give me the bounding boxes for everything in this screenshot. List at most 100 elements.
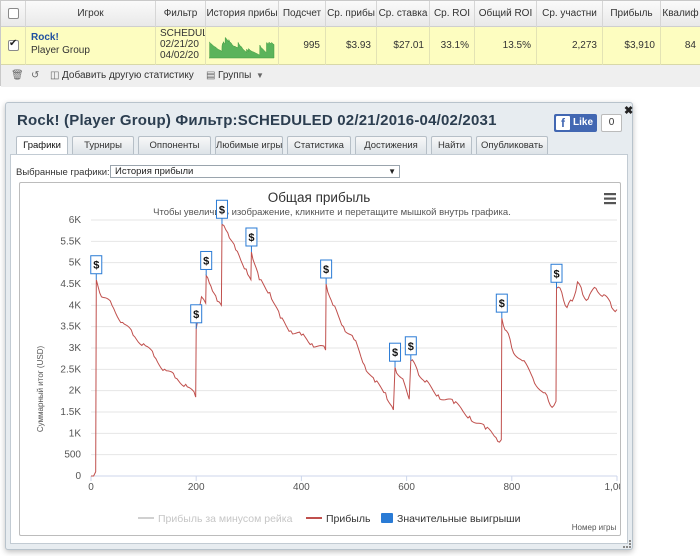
header-filter[interactable]: Фильтр <box>156 1 206 27</box>
resize-handle[interactable] <box>623 540 631 548</box>
flag-label: $ <box>553 268 559 280</box>
chart-x-ticks: 0 200 400 600 800 1,000 <box>88 475 630 493</box>
header-player[interactable]: Игрок <box>26 1 156 27</box>
chart-subtitle: Чтобы увеличить изображение, кликните и … <box>153 207 511 218</box>
menu-icon-bar <box>604 202 616 205</box>
tab-publish[interactable]: Опубликовать <box>476 136 548 154</box>
selected-charts-select[interactable]: История прибыли ▼ <box>110 165 400 178</box>
chart-y-ticks: 0 500 1K 1.5K 2K 2.5K 3K 3.5K 4K 4.5K 5K 5.5K 6K <box>60 215 81 482</box>
header-total-roi[interactable]: Общий ROI <box>475 1 537 27</box>
flag-label: $ <box>392 347 398 359</box>
chart-title: Общая прибыль <box>268 190 371 205</box>
big-win-flag[interactable]: $ <box>550 263 563 289</box>
big-win-flag[interactable]: $ <box>215 199 228 225</box>
big-win-flag[interactable]: $ <box>404 336 417 361</box>
select-all-header[interactable] <box>1 1 26 27</box>
flag-box <box>495 293 508 313</box>
charts-panel: Выбранные графики: История прибыли ▼ 0 50… <box>10 154 630 544</box>
x-tick-label: 1,000 <box>604 482 620 493</box>
legend-item[interactable]: Прибыль за минусом рейка <box>138 513 293 525</box>
avg-profit-cell: $3.93 <box>326 27 377 65</box>
close-icon[interactable]: ✖ <box>624 105 634 117</box>
flag-box <box>200 250 213 270</box>
big-win-flag[interactable]: $ <box>90 255 103 280</box>
selected-charts-label: Выбранные графики: <box>16 167 110 178</box>
header-profit[interactable]: Прибыль <box>603 1 661 27</box>
big-win-flag[interactable]: $ <box>495 293 508 319</box>
header-history[interactable]: История прибы <box>206 1 279 27</box>
trash-icon[interactable]: 🗑 <box>11 70 24 81</box>
chart-grid <box>91 219 617 477</box>
header-count[interactable]: Подсчет <box>279 1 326 27</box>
chart-menu-button[interactable] <box>604 193 616 205</box>
header-avg-roi[interactable]: Ср. ROI <box>430 1 475 27</box>
flag-box <box>90 255 103 275</box>
refresh-icon[interactable]: ↺ <box>31 70 40 81</box>
y-tick-label: 0 <box>75 471 81 482</box>
player-name-link[interactable]: Rock! <box>31 32 59 43</box>
big-win-flag[interactable]: $ <box>190 304 203 329</box>
dialog-title: Rock! (Player Group) Фильтр:SCHEDULED 02… <box>17 112 497 129</box>
header-avg-profit[interactable]: Ср. прибы <box>326 1 377 27</box>
count-cell: 995 <box>279 27 326 65</box>
y-tick-label: 5K <box>69 258 82 269</box>
flag-box <box>550 263 563 283</box>
tab-achievements[interactable]: Достижения <box>355 136 427 154</box>
x-tick-label: 800 <box>503 482 520 493</box>
player-stats-dialog: Rock! (Player Group) Фильтр:SCHEDULED 02… <box>5 102 633 550</box>
table-row[interactable]: Rock! Player Group SCHEDUL 02/21/20 04/0… <box>1 27 700 65</box>
chevron-down-icon[interactable]: ▼ <box>256 71 264 80</box>
header-avg-stake[interactable]: Ср. ставка <box>377 1 430 27</box>
header-quality[interactable]: Квалиф <box>661 1 700 27</box>
y-tick-label: 4.5K <box>60 279 81 290</box>
groups-dropdown[interactable]: Группы <box>218 70 252 81</box>
profit-cell: $3,910 <box>603 27 661 65</box>
player-group-label: Player Group <box>31 45 90 56</box>
big-win-flag[interactable]: $ <box>320 259 333 284</box>
tab-statistics[interactable]: Статистика <box>287 136 351 154</box>
big-win-flag[interactable]: $ <box>200 250 213 276</box>
profit-chart-container[interactable]: 0 500 1K 1.5K 2K 2.5K 3K 3.5K 4K 4.5K 5K 5.5K 6K 0 20… <box>19 182 630 536</box>
x-tick-label: 0 <box>88 482 94 493</box>
menu-icon-bar <box>604 197 616 200</box>
x-tick-label: 200 <box>188 482 205 493</box>
groups-icon[interactable]: ▤ <box>206 70 216 81</box>
chart-x-axis-label: Номер игры <box>572 523 617 532</box>
flag-box <box>320 259 333 279</box>
y-tick-label: 3K <box>69 343 82 354</box>
chart-legend: Прибыль за минусом рейка Прибыль Значитель… <box>138 513 521 525</box>
flag-box <box>245 227 258 247</box>
flag-label: $ <box>193 309 199 321</box>
big-win-flag[interactable]: $ <box>245 227 258 252</box>
chevron-down-icon[interactable]: ▼ <box>388 167 396 176</box>
legend-item[interactable]: Значительные выигрыши <box>381 513 521 525</box>
player-cell[interactable]: Rock! Player Group <box>26 27 156 65</box>
select-all-checkbox[interactable] <box>8 8 19 19</box>
y-tick-label: 2K <box>69 386 82 397</box>
selected-charts-value: История прибыли <box>115 166 194 177</box>
y-tick-label: 500 <box>64 450 81 461</box>
x-tick-label: 400 <box>293 482 310 493</box>
header-avg-entrants[interactable]: Ср. участни <box>537 1 603 27</box>
row-select-cell[interactable] <box>1 27 26 65</box>
flag-label: $ <box>219 204 225 216</box>
big-win-flag[interactable]: $ <box>389 342 402 368</box>
add-stat-icon[interactable]: ◫ <box>50 70 60 81</box>
tab-favorite-games[interactable]: Любимые игры <box>215 136 283 154</box>
filter-cell: SCHEDUL 02/21/20 04/02/20 <box>156 27 206 65</box>
avg-roi-cell: 33.1% <box>430 27 475 65</box>
add-stat-button[interactable]: Добавить другую статистику <box>62 70 194 81</box>
facebook-like-button[interactable]: f Like <box>554 114 597 132</box>
tab-search[interactable]: Найти <box>431 136 472 154</box>
legend-item[interactable]: Прибыль <box>306 513 371 525</box>
y-tick-label: 1K <box>69 428 82 439</box>
row-checkbox[interactable] <box>8 38 19 51</box>
tab-charts[interactable]: Графики <box>16 136 68 155</box>
avg-stake-cell: $27.01 <box>377 27 430 65</box>
y-tick-label: 4K <box>69 300 82 311</box>
tab-tournaments[interactable]: Турниры <box>72 136 134 154</box>
legend-swatch <box>381 513 393 523</box>
y-tick-label: 2.5K <box>60 364 81 375</box>
tab-opponents[interactable]: Оппоненты <box>138 136 211 154</box>
profit-chart[interactable]: 0 500 1K 1.5K 2K 2.5K 3K 3.5K 4K 4.5K 5K 5.5K 6K 0 20… <box>20 183 630 535</box>
